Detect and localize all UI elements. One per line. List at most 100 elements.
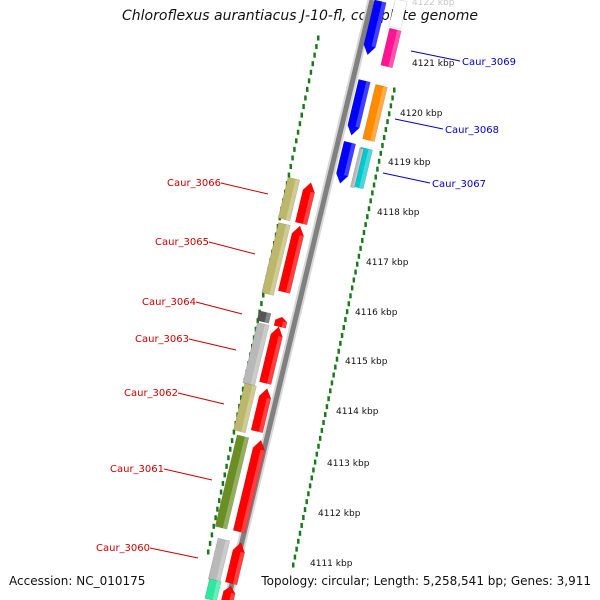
outer-track-tick xyxy=(303,507,307,513)
gene-arrow-3063-shine xyxy=(266,335,283,385)
gene-arrow-3065 xyxy=(277,225,304,294)
inner-track-tick xyxy=(232,429,236,435)
scale-label: 4117 kbp xyxy=(366,258,409,268)
gene-arrow-3067-shine xyxy=(343,143,356,177)
gene-cog-3069-body xyxy=(380,27,402,69)
outer-track-tick xyxy=(340,332,344,338)
gene-cog-3066-body xyxy=(277,176,301,222)
gene-label: Caur_3062 xyxy=(124,388,178,399)
gene-cog-3069 xyxy=(380,27,402,69)
gene-arrow-3062-shine xyxy=(258,397,271,433)
gene-arrow-3060-body xyxy=(224,542,245,586)
topology-text: Topology: circular; Length: 5,258,541 bp… xyxy=(261,574,591,588)
inner-track-tick xyxy=(240,395,243,401)
inner-track-tick xyxy=(229,446,232,452)
inner-track-tick xyxy=(214,515,217,521)
outer-track-tick xyxy=(350,285,354,291)
inner-track-tick xyxy=(230,438,234,444)
gene-cog-3063-body xyxy=(242,322,270,386)
inner-track-tick xyxy=(293,146,296,152)
gene-arrow-3064-body xyxy=(273,316,288,329)
gene-arrow-3066-body xyxy=(294,182,315,226)
inner-track-tick xyxy=(306,86,309,92)
gene-leader-line xyxy=(382,172,431,184)
inner-track-tick xyxy=(256,318,259,324)
scale-label: 4114 kbp xyxy=(336,407,379,417)
inner-track-tick xyxy=(295,138,298,144)
gene-leader-line xyxy=(410,50,461,62)
outer-track-tick xyxy=(377,158,381,164)
scale-label: 4120 kbp xyxy=(400,109,443,119)
scale-label: 4113 kbp xyxy=(327,459,370,469)
gene-arrow-3062-body xyxy=(250,388,272,434)
inner-track-tick xyxy=(298,121,302,127)
outer-track-tick xyxy=(323,412,327,418)
outer-track-tick xyxy=(364,222,367,228)
scale-label: 4116 kbp xyxy=(355,308,398,318)
gene-leader-line xyxy=(195,301,243,315)
gene-cog-3067 xyxy=(351,146,373,190)
gene-cog-3059 xyxy=(204,578,222,600)
inner-track-tick xyxy=(313,52,316,58)
outer-track-tick xyxy=(292,562,295,568)
outer-track-tick xyxy=(320,427,324,433)
accession-text: Accession: NC_010175 xyxy=(9,574,146,588)
gene-arrow-3069 xyxy=(363,0,387,56)
outer-track-tick xyxy=(339,340,342,346)
outer-track-tick xyxy=(312,467,315,473)
outer-track-tick xyxy=(300,522,303,528)
gene-arrow-3061-shine xyxy=(240,449,265,534)
outer-track-tick xyxy=(376,166,379,172)
outer-track-tick xyxy=(329,388,332,394)
inner-track-tick xyxy=(307,78,311,84)
outer-track-tick xyxy=(372,182,376,188)
inner-track-tick xyxy=(315,44,318,50)
gene-cog-3063 xyxy=(242,322,270,386)
gene-arrow-3064-shine xyxy=(281,321,288,329)
outer-track-tick xyxy=(386,119,389,125)
inner-track-tick xyxy=(219,489,223,495)
outer-track-tick xyxy=(367,206,371,212)
gene-arrow-3067 xyxy=(336,140,357,184)
outer-track-tick xyxy=(297,538,300,544)
outer-track-tick xyxy=(344,317,347,323)
inner-track-tick xyxy=(216,506,219,512)
gene-label: Caur_3069 xyxy=(462,57,516,68)
map-title: Chloroflexus aurantiacus J-10-fl, comple… xyxy=(122,8,478,24)
gene-cog-3063-shine xyxy=(250,324,270,386)
scale-label: 4119 kbp xyxy=(388,158,431,168)
gene-arrow-3061 xyxy=(232,439,266,534)
outer-track-tick xyxy=(362,230,366,235)
inner-track-tick xyxy=(207,549,210,555)
outer-track-tick xyxy=(347,301,351,307)
gene-arrow-3059-body xyxy=(220,585,236,600)
gene-label: Caur_3066 xyxy=(167,178,221,189)
inner-track-tick xyxy=(302,104,305,110)
inner-track-tick xyxy=(262,292,265,298)
outer-track-tick xyxy=(374,174,377,180)
outer-track-tick xyxy=(387,111,391,117)
gene-label: Caur_3068 xyxy=(445,125,499,136)
outer-track-tick xyxy=(352,277,356,283)
scale-label: 4121 kbp xyxy=(412,59,455,69)
inner-track-tick xyxy=(227,455,230,461)
inner-track-tick xyxy=(225,463,228,469)
gene-arrow-3059 xyxy=(220,585,236,600)
scale-label: 4122 kbp xyxy=(412,0,455,8)
gene-labels: Caur_3066 Caur_3065 Caur_3064 Caur_3063 Caur… xyxy=(96,50,516,559)
gene-label: Caur_3061 xyxy=(110,464,164,475)
inner-track-tick xyxy=(221,480,225,486)
gene-cog-top-white-body xyxy=(388,0,408,30)
outer-track-tick xyxy=(359,245,362,251)
gene-arrow-3059-shine xyxy=(228,592,236,600)
gene-cog-3061-body xyxy=(214,434,250,530)
gene-arrow-3066 xyxy=(294,182,315,226)
inner-track-tick xyxy=(291,155,294,161)
outer-track-tick xyxy=(369,198,372,204)
gene-arrow-3069-shine xyxy=(371,1,387,48)
outer-track-tick xyxy=(349,293,352,299)
gene-features xyxy=(204,0,408,600)
gene-cog-3064-shine xyxy=(264,312,272,324)
gene-cog-3065-shine xyxy=(269,224,291,296)
inner-track-tick xyxy=(289,164,292,169)
